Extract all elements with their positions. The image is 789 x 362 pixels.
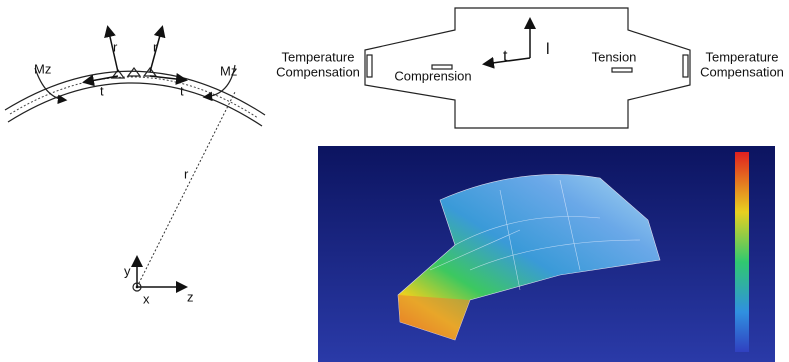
label: x xyxy=(143,291,150,306)
label: Compensation xyxy=(276,64,360,79)
label: z xyxy=(187,289,194,304)
label: y xyxy=(124,263,131,278)
radius-line xyxy=(137,92,235,287)
arrow-t xyxy=(85,76,118,82)
label: t xyxy=(180,83,184,98)
gauges xyxy=(112,68,156,78)
arrow-t xyxy=(485,58,530,64)
label: Temperature xyxy=(706,49,779,64)
figure: Mz Mz r r t t r y x z Temperature Compen… xyxy=(0,0,789,362)
label: Comprension xyxy=(394,68,471,83)
label: r xyxy=(113,39,118,54)
gauge xyxy=(612,68,632,72)
gauge xyxy=(367,55,372,77)
fea-render xyxy=(318,146,775,362)
gauge-diagram: Temperature Compensation Temperature Com… xyxy=(276,8,784,128)
label: r xyxy=(184,166,189,181)
color-scale xyxy=(735,152,749,352)
axis-origin xyxy=(136,286,139,289)
gauge xyxy=(683,55,688,77)
label: l xyxy=(546,41,550,58)
label: Temperature xyxy=(282,49,355,64)
label: r xyxy=(153,39,158,54)
label: t xyxy=(100,83,104,98)
label: Tension xyxy=(592,49,637,64)
beam-diagram: Mz Mz r r t t r y x z xyxy=(5,28,265,306)
label: Mz xyxy=(220,63,237,78)
label: Compensation xyxy=(700,64,784,79)
label: Mz xyxy=(34,61,51,76)
label: t xyxy=(503,48,508,65)
